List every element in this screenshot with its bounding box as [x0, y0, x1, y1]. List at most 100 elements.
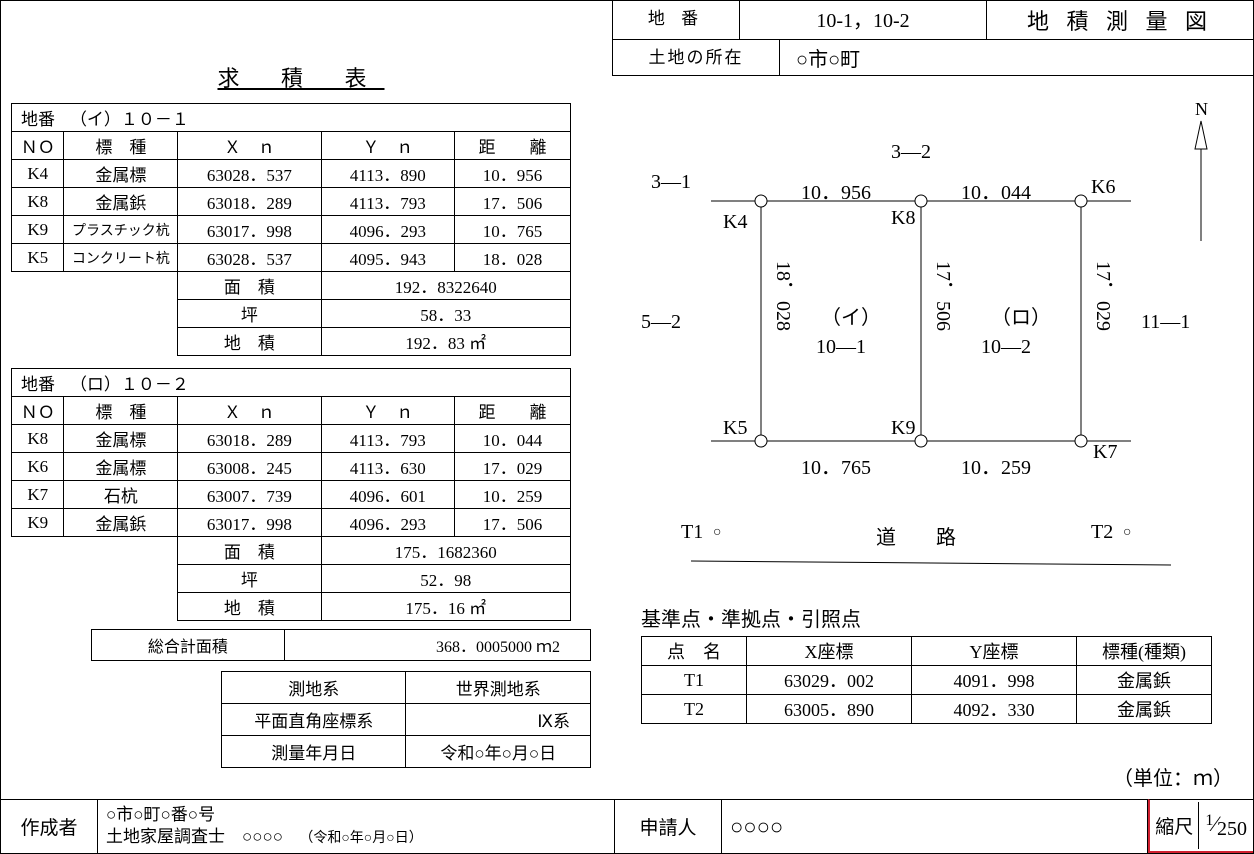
dist-k5k9: 10．765	[801, 451, 871, 480]
hdr-xn: Ｘ ｎ	[178, 132, 321, 160]
table-row: K8金属鋲63018．2894113．79317．506	[12, 188, 571, 216]
meta-val: Ⅸ系	[406, 704, 591, 736]
lbl-3-1: 3―1	[651, 171, 691, 194]
reference-table: 点 名 X座標 Y座標 標種(種類) T163029．0024091．998金属…	[641, 636, 1212, 724]
scale-label: 縮尺	[1150, 802, 1199, 849]
creator-label: 作成者	[1, 799, 98, 853]
creator-line1: ○市○町○番○号	[106, 805, 215, 824]
dist-k8k9: 17．506	[929, 261, 958, 331]
total-value: 368．0005000 ｍ2	[284, 630, 590, 661]
diagram-section: 3―1 3―2 5―2 11―1 10．956 10．044 10．765 10…	[611, 81, 1241, 781]
t1-mark-icon: ○	[713, 525, 721, 541]
calc-table-1: 地番（ロ）１０－２ ＮＯ 標 種 Ｘ ｎ Ｙ ｎ 距 離 K8金属標63018．…	[11, 368, 571, 621]
reference-title: 基準点・準拠点・引照点	[641, 603, 1241, 632]
sum-val: 175．1682360	[321, 537, 570, 565]
total-table: 総合計面積368．0005000 ｍ2	[91, 629, 591, 661]
north-label-icon: N	[1195, 99, 1208, 120]
sum-label: 地 積	[178, 593, 321, 621]
hdr-yn: Ｙ ｎ	[321, 132, 454, 160]
sum-val: 192．83 ㎡	[321, 328, 570, 356]
lbl-k6: K6	[1091, 176, 1115, 199]
total-label: 総合計面積	[92, 630, 285, 661]
location-label: 土地の所在	[613, 40, 780, 75]
creator-info: ○市○町○番○号 土地家屋調査士 ○○○○ （令和○年○月○日）	[106, 804, 423, 848]
sum-val: 192．8322640	[321, 272, 570, 300]
dist-k4k5: 18．028	[769, 261, 798, 331]
lbl-i2: 10―1	[816, 336, 866, 359]
table-row: K7石杭63007．7394096．60110．259	[12, 481, 571, 509]
chiban-value: 10-1，10-2	[740, 1, 987, 39]
lbl-k4: K4	[723, 211, 747, 234]
dist-k6k7: 17．029	[1089, 261, 1118, 331]
ref-hdr-y: Y座標	[912, 637, 1077, 666]
table-row: T263005．8904092．330金属鋲	[642, 695, 1212, 724]
ref-hdr-type: 標種(種類)	[1077, 637, 1212, 666]
chiban-label: 地 番	[613, 1, 740, 39]
ref-hdr-name: 点 名	[642, 637, 747, 666]
hdr-yn: Ｙ ｎ	[321, 397, 454, 425]
meta-label: 測地系	[222, 672, 406, 704]
meta-label: 測量年月日	[222, 736, 406, 768]
table-row: K9プラスチック杭63017．9984096．29310．765	[12, 216, 571, 244]
meta-val: 令和○年○月○日	[406, 736, 591, 768]
lbl-5-2: 5―2	[641, 311, 681, 334]
dist-k9k7: 10．259	[961, 451, 1031, 480]
table-row: K8金属標63018．2894113．79310．044	[12, 425, 571, 453]
lbl-t2: T2	[1091, 521, 1113, 544]
survey-document-page: 地 番 10-1，10-2 地 積 測 量 図 土地の所在 ○市○町 求 積 表…	[0, 0, 1254, 854]
lbl-ro2: 10―2	[981, 336, 1031, 359]
lbl-t1: T1	[681, 521, 703, 544]
sum-label: 坪	[178, 300, 321, 328]
sum-label: 面 積	[178, 272, 321, 300]
parcel-chiban-label: 地番	[12, 104, 64, 132]
unit-label: （単位：ｍ）	[1113, 762, 1233, 791]
dist-k8k6: 10．044	[961, 176, 1031, 205]
hdr-dist: 距 離	[455, 397, 571, 425]
hdr-xn: Ｘ ｎ	[178, 397, 321, 425]
scale-denominator: 250	[1217, 818, 1247, 840]
table-row: T163029．0024091．998金属鋲	[642, 666, 1212, 695]
hdr-type: 標 種	[64, 397, 178, 425]
lbl-k7: K7	[1093, 441, 1117, 464]
applicant-value: ○○○○	[722, 799, 1148, 853]
header-box: 地 番 10-1，10-2 地 積 測 量 図 土地の所在 ○市○町	[612, 1, 1253, 76]
meta-label: 平面直角座標系	[222, 704, 406, 736]
lbl-ro: （ロ）	[991, 301, 1051, 330]
hdr-no: ＮＯ	[12, 397, 64, 425]
hdr-dist: 距 離	[455, 132, 571, 160]
scale-value: 1∕250	[1199, 801, 1253, 851]
lbl-11-1: 11―1	[1141, 311, 1190, 334]
survey-diagram: 3―1 3―2 5―2 11―1 10．956 10．044 10．765 10…	[611, 81, 1241, 601]
bottom-band: 作成者 ○市○町○番○号 土地家屋調査士 ○○○○ （令和○年○月○日） 申請人…	[1, 799, 1253, 853]
ref-hdr-x: X座標	[747, 637, 912, 666]
sum-val: 175．16 ㎡	[321, 593, 570, 621]
lbl-road: 道 路	[876, 521, 966, 550]
calc-title: 求 積 表	[11, 61, 591, 93]
doc-title: 地 積 測 量 図	[987, 1, 1253, 39]
table-row: K5コンクリート杭63028．5374095．94318．028	[12, 244, 571, 272]
sum-label: 面 積	[178, 537, 321, 565]
t2-mark-icon: ○	[1123, 525, 1131, 541]
location-value: ○市○町	[780, 40, 1253, 75]
table-row: K4金属標63028．5374113．89010．956	[12, 160, 571, 188]
table-row: K6金属標63008．2454113．63017．029	[12, 453, 571, 481]
lbl-i: （イ）	[821, 301, 881, 330]
sum-val: 52．98	[321, 565, 570, 593]
lbl-k9: K9	[891, 417, 915, 440]
creator-date: （令和○年○月○日）	[287, 831, 422, 846]
table-row: K9金属鋲63017．9984096．29317．506	[12, 509, 571, 537]
lbl-k5: K5	[723, 417, 747, 440]
applicant-label: 申請人	[615, 799, 722, 853]
lbl-3-2: 3―2	[891, 141, 931, 164]
hdr-type: 標 種	[64, 132, 178, 160]
sum-val: 58．33	[321, 300, 570, 328]
dist-k4k8: 10．956	[801, 176, 871, 205]
sum-label: 坪	[178, 565, 321, 593]
parcel-chiban-label: 地番	[12, 369, 64, 397]
parcel-chiban: （ロ）１０－２	[64, 369, 571, 397]
sum-label: 地 積	[178, 328, 321, 356]
hdr-no: ＮＯ	[12, 132, 64, 160]
meta-val: 世界測地系	[406, 672, 591, 704]
lbl-k8: K8	[891, 207, 915, 230]
calc-section: 求 積 表 地番（イ）１０－１ ＮＯ 標 種 Ｘ ｎ Ｙ ｎ 距 離 K4金属標…	[1, 41, 601, 768]
